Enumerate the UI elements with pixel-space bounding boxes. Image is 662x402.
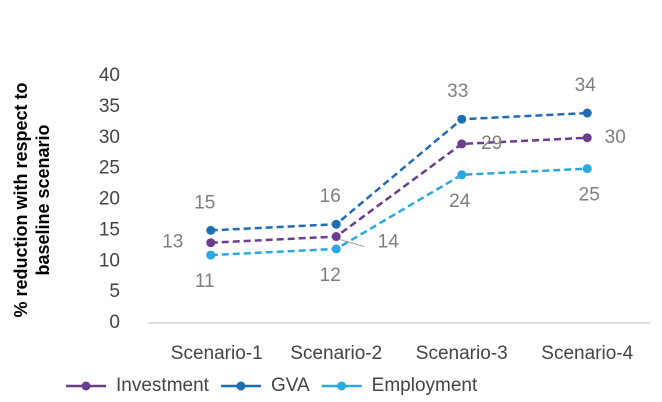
data-point [206,250,216,260]
data-label: 12 [320,265,341,286]
data-point [331,244,341,254]
series-line [210,167,588,257]
y-tick-label: 40 [99,65,120,86]
y-tick-label: 25 [99,158,120,179]
y-tick-label: 10 [99,250,120,271]
data-point [331,219,341,229]
data-label: 14 [378,232,400,253]
x-tick-label: Scenario-2 [290,343,382,364]
legend-label: Employment [372,375,478,396]
series-line [210,111,588,232]
y-tick-label: 20 [99,189,120,210]
legend-label: GVA [271,375,310,396]
y-tick-label: 5 [109,281,120,302]
legend-label: Investment [116,375,210,396]
data-label: 25 [579,185,600,206]
legend-marker [81,381,91,391]
data-point [582,164,592,174]
leader-line [340,239,365,248]
x-tick-label: Scenario-1 [171,343,263,364]
data-point [457,170,467,180]
legend-marker [236,381,246,391]
y-tick-label: 0 [109,312,120,333]
data-label: 33 [447,81,468,102]
legend-marker [337,381,347,391]
data-point [331,232,341,242]
y-axis-label: baseline scenario [33,124,53,275]
y-axis-label: % reduction with respect to [11,82,31,317]
data-point [582,133,592,143]
data-point [582,108,592,118]
data-label: 29 [481,133,502,154]
data-label: 16 [320,186,341,207]
y-tick-label: 30 [99,127,120,148]
y-tick-label: 15 [99,219,120,240]
x-tick-label: Scenario-3 [416,343,508,364]
data-label: 30 [605,127,626,148]
data-point [457,114,467,124]
data-point [206,238,216,248]
data-point [457,139,467,149]
data-point [206,225,216,235]
series-line [210,136,588,244]
x-tick-label: Scenario-4 [541,343,633,364]
data-label: 24 [449,191,471,212]
data-label: 34 [575,75,597,96]
data-label: 11 [195,271,215,292]
data-label: 15 [194,192,215,213]
data-label: 13 [162,232,183,253]
y-tick-label: 35 [99,96,120,117]
